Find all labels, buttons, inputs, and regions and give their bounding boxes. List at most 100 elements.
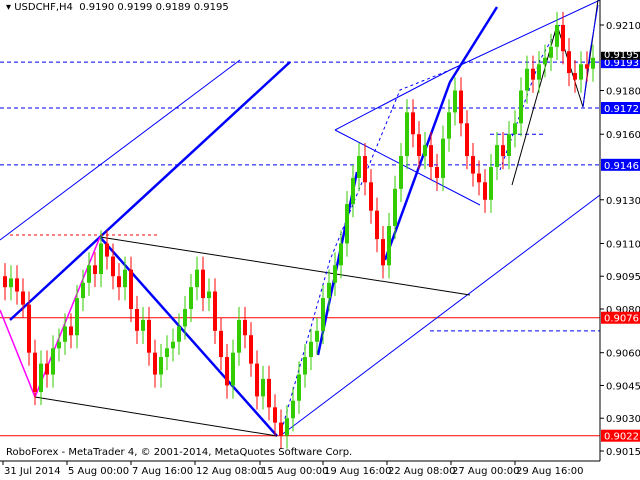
candle-body: [441, 138, 445, 178]
candles-layer: [3, 11, 595, 449]
candle-body: [549, 46, 553, 58]
time-axis: 31 Jul 2014 5 Aug 00:00 7 Aug 16:00 12 Aug …: [2, 461, 583, 477]
candle-body: [435, 166, 439, 178]
price-tick-label: 0.9060: [606, 349, 640, 360]
candle-body: [537, 64, 541, 80]
time-tick-label: 29 Aug 16:00: [516, 466, 583, 477]
candle-body: [75, 298, 79, 336]
candle-body: [201, 269, 205, 299]
candle-body: [267, 378, 271, 408]
candle-body: [27, 304, 31, 353]
candle-body: [15, 278, 19, 292]
candle-body: [3, 276, 7, 288]
candle-body: [351, 177, 355, 205]
candle-body: [399, 156, 403, 189]
copyright-text: RoboForex - MetaTrader 4, © 2001-2014, M…: [6, 447, 353, 458]
candle-body: [33, 352, 37, 393]
candle-body: [531, 68, 535, 80]
forecast-line: [582, 4, 599, 108]
price-label-box: [601, 158, 640, 171]
candle-body: [249, 335, 253, 364]
candle-body: [375, 210, 379, 240]
candle-body: [21, 291, 25, 305]
candle-body: [183, 308, 187, 327]
candle-body: [393, 188, 397, 226]
candle-body: [141, 319, 145, 331]
price-tick-label: 0.9015: [606, 447, 640, 458]
candle-body: [63, 326, 67, 342]
candle-body: [387, 225, 391, 266]
price-label-box: [601, 429, 640, 442]
price-tick-label: 0.9080: [606, 305, 640, 316]
candle-body: [117, 276, 121, 288]
price-label-box: [601, 311, 640, 324]
candle-body: [51, 348, 55, 375]
candle-body: [93, 265, 97, 275]
chart-title: ▾ USDCHF,H4 0.9190 0.9199 0.9189 0.9195: [6, 2, 229, 13]
candle-body: [177, 326, 181, 342]
current-price-label: 0.9195: [604, 50, 639, 61]
candle-body: [87, 265, 91, 283]
channel-line: [0, 59, 241, 241]
candle-body: [363, 156, 367, 183]
candle-body: [327, 282, 331, 299]
analysis-overlays: [0, 0, 601, 437]
candle-body: [219, 330, 223, 358]
candle-body: [567, 51, 571, 74]
channel-line: [279, 194, 601, 437]
time-tick-label: 12 Aug 08:00: [196, 466, 263, 477]
candle-body: [129, 269, 133, 309]
candle-body: [585, 64, 589, 69]
candle-body: [429, 145, 433, 167]
current-price-box: [601, 51, 640, 60]
candle-body: [453, 90, 457, 113]
candle-body: [273, 407, 277, 423]
candle-body: [291, 400, 295, 419]
candle-body: [447, 112, 451, 139]
candle-body: [105, 243, 109, 257]
price-tick-label: 0.9030: [606, 414, 640, 425]
price-tick-label: 0.9210: [606, 21, 640, 32]
ohlc-values: 0.9190 0.9199 0.9189 0.9195: [79, 2, 229, 13]
candle-body: [45, 363, 49, 375]
price-tick-label: 0.9095: [606, 272, 640, 283]
candle-body: [489, 166, 493, 200]
candle-body: [477, 173, 481, 183]
price-tick-label: 0.9160: [606, 130, 640, 141]
candle-body: [345, 204, 349, 244]
candle-body: [423, 145, 427, 157]
candle-body: [195, 269, 199, 288]
candle-body: [147, 319, 151, 353]
time-tick-label: 27 Aug 00:00: [452, 466, 519, 477]
candle-body: [111, 256, 115, 277]
candle-body: [381, 239, 385, 266]
candle-body: [255, 363, 259, 397]
candle-body: [525, 68, 529, 91]
candle-body: [279, 422, 283, 436]
time-tick-label: 7 Aug 16:00: [132, 466, 193, 477]
price-axis: 0.9210 0.9180 0.9160 0.9130 0.9110 0.9095 0.90…: [600, 21, 640, 458]
candle-body: [405, 112, 409, 157]
time-tick-label: 19 Aug 16:00: [324, 466, 391, 477]
candle-body: [417, 134, 421, 157]
candle-body: [357, 156, 361, 178]
candle-body: [339, 243, 343, 266]
candle-body: [309, 341, 313, 358]
candle-body: [321, 298, 325, 331]
candle-body: [39, 363, 43, 393]
price-label: 0.9146: [604, 161, 639, 172]
candle-body: [57, 341, 61, 349]
candle-body: [573, 73, 577, 80]
candle-body: [465, 123, 469, 157]
trend-line: [99, 236, 471, 296]
time-tick-label: 31 Jul 2014: [4, 466, 61, 477]
time-tick-label: 22 Aug 08:00: [388, 466, 455, 477]
candle-body: [315, 330, 319, 342]
candle-body: [135, 308, 139, 331]
candle-body: [261, 378, 265, 397]
symbol-title: USDCHF,H4: [14, 2, 73, 13]
candle-body: [591, 57, 595, 69]
candle-body: [543, 57, 547, 65]
